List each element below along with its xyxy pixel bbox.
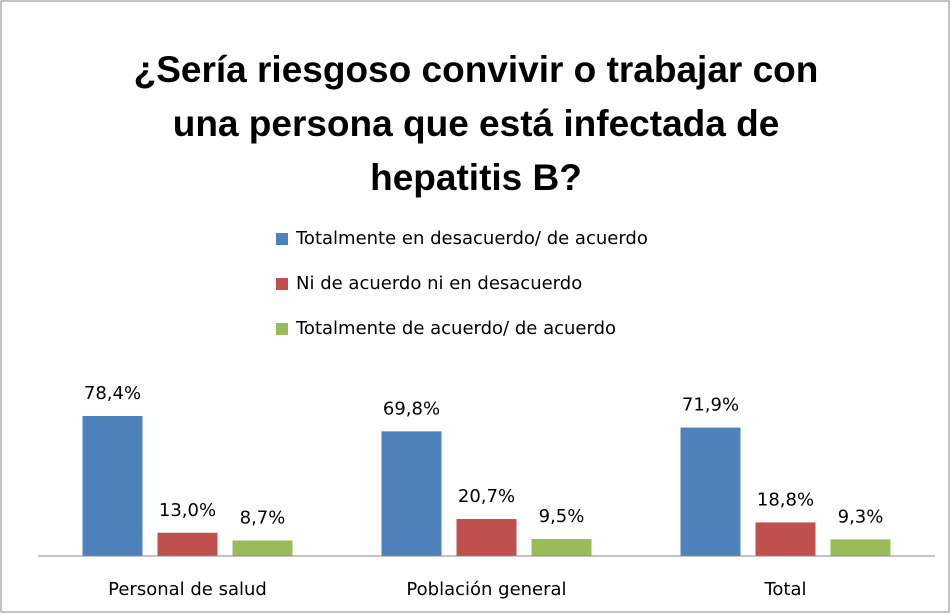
data-label: 18,8%: [757, 489, 814, 510]
bar: [82, 415, 143, 556]
legend-label: Ni de acuerdo ni en desacuerdo: [296, 273, 582, 294]
bar: [456, 519, 517, 556]
data-label: 8,7%: [240, 507, 286, 528]
bar: [830, 539, 891, 556]
data-label: 20,7%: [458, 486, 515, 507]
x-tick-label: Total: [763, 579, 806, 600]
data-label: 69,8%: [383, 398, 440, 419]
data-label: 71,9%: [682, 395, 739, 416]
bar: [680, 427, 741, 556]
data-label: 13,0%: [159, 500, 216, 521]
x-tick-label: Personal de salud: [108, 579, 267, 600]
bar: [157, 532, 218, 556]
legend-swatch: [276, 233, 288, 245]
legend-swatch: [276, 323, 288, 335]
bar: [232, 540, 293, 556]
data-label: 78,4%: [84, 383, 141, 404]
bar: [381, 431, 442, 556]
chart-title: ¿Sería riesgoso convivir o trabajar con: [134, 49, 819, 90]
chart-title: una persona que está infectada de: [173, 103, 780, 144]
legend-label: Totalmente de acuerdo/ de acuerdo: [295, 318, 616, 339]
legend-label: Totalmente en desacuerdo/ de acuerdo: [295, 228, 648, 249]
bar: [755, 522, 816, 556]
chart-title: hepatitis B?: [370, 157, 582, 198]
data-label: 9,3%: [838, 506, 884, 527]
data-label: 9,5%: [539, 506, 585, 527]
x-tick-label: Población general: [406, 579, 566, 600]
legend-swatch: [276, 278, 288, 290]
bar: [531, 539, 592, 556]
